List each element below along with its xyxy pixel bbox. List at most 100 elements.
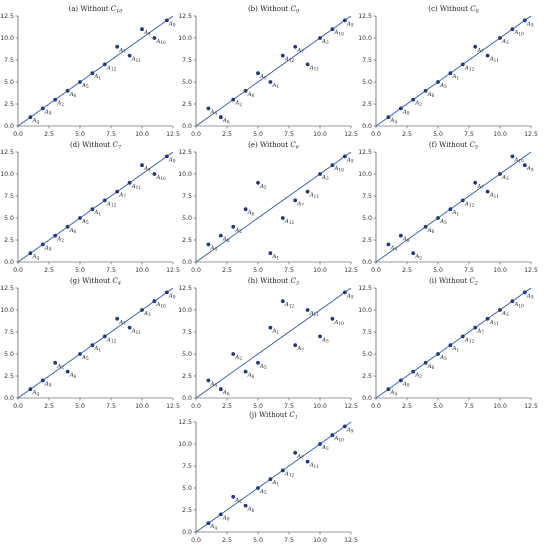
data-point: [40, 106, 45, 111]
point-label: A2: [234, 498, 242, 504]
point-label: A3: [501, 175, 509, 181]
data-point: [218, 387, 223, 392]
point-label-main: A: [118, 320, 123, 326]
point-label-sub: 4: [36, 255, 39, 260]
chart-panel-9: (j) Without C10.00.02.52.55.05.07.57.510…: [178, 411, 358, 544]
data-point: [164, 18, 169, 23]
point-label-sub: 1: [276, 481, 279, 486]
point-label-sub: 7: [481, 330, 484, 335]
x-tick-label: 2.5: [44, 267, 54, 274]
point-label-sub: 9: [173, 295, 176, 300]
point-label: A6: [247, 210, 255, 216]
x-tick-label: 0.0: [13, 403, 23, 410]
point-label-sub: 11: [494, 194, 500, 199]
point-label-sub: 5: [86, 220, 89, 225]
point-label-main: A: [321, 337, 326, 343]
reference-line: [375, 151, 532, 263]
point-label: A12: [284, 471, 295, 477]
point-label: A12: [284, 57, 295, 63]
panel-title-var: C: [289, 411, 295, 419]
point-label: A7: [296, 201, 304, 207]
x-tick-label: 10.0: [313, 537, 327, 544]
panel-title: (j) Without C1: [249, 411, 298, 421]
y-tick-label: 2.5: [182, 237, 192, 244]
data-point: [510, 299, 515, 304]
x-tick-label: 5.0: [253, 131, 263, 138]
point-label-main: A: [489, 193, 494, 199]
point-label-main: A: [513, 157, 518, 163]
y-tick-label: 7.5: [182, 329, 192, 336]
point-label-sub: 5: [444, 220, 447, 225]
y-tick-label: 0.0: [4, 259, 14, 266]
data-point: [473, 44, 478, 49]
y-tick-label: 0.0: [182, 529, 192, 536]
point-label-sub: 10: [338, 167, 344, 172]
point-label-sub: 7: [481, 49, 484, 54]
point-label: A4: [31, 390, 39, 396]
point-label-main: A: [309, 311, 314, 317]
data-point: [460, 198, 465, 203]
panel-title: (i) Without C2: [429, 277, 478, 287]
x-tick-label: 0.0: [13, 267, 23, 274]
point-label: A8: [44, 381, 52, 387]
data-point: [65, 88, 70, 93]
data-point: [218, 233, 223, 238]
point-label: A3: [321, 175, 329, 181]
point-label-sub: 6: [252, 508, 255, 513]
data-point: [330, 433, 335, 438]
point-label-main: A: [402, 237, 407, 243]
point-label-main: A: [93, 210, 98, 216]
x-tick-label: 2.5: [44, 403, 54, 410]
point-label-sub: 2: [61, 238, 64, 243]
data-point: [164, 290, 169, 295]
y-tick-label: 0.0: [362, 123, 372, 130]
point-label-sub: 11: [136, 330, 142, 335]
point-label-sub: 4: [36, 391, 39, 396]
point-label-sub: 6: [432, 229, 435, 234]
x-tick-label: 7.5: [106, 403, 116, 410]
data-point: [436, 352, 440, 356]
y-tick-label: 5.0: [362, 79, 372, 86]
point-label-sub: 10: [160, 176, 166, 181]
point-label-main: A: [143, 311, 148, 317]
panel-title-sub: 10: [116, 9, 123, 15]
point-label-sub: 1: [456, 347, 459, 352]
point-label: A6: [247, 373, 255, 379]
point-label-sub: 2: [239, 102, 242, 107]
data-point: [318, 442, 322, 446]
data-point: [498, 172, 502, 176]
y-tick-label: 7.5: [362, 329, 372, 336]
point-label-sub: 8: [49, 111, 52, 116]
point-label: A9: [346, 157, 354, 163]
x-tick-label: 5.0: [253, 403, 263, 410]
x-tick-label: 12.5: [524, 131, 538, 138]
data-point: [330, 163, 335, 168]
point-label-main: A: [389, 245, 394, 251]
y-tick-label: 12.5: [0, 285, 14, 292]
x-tick-label: 10.0: [493, 131, 507, 138]
data-point: [102, 62, 107, 67]
point-label-main: A: [309, 65, 314, 71]
y-tick-label: 7.5: [4, 57, 14, 64]
point-label-sub: 11: [314, 464, 320, 469]
point-label-main: A: [439, 83, 444, 89]
data-point: [28, 251, 33, 256]
point-label-sub: 11: [314, 194, 320, 199]
y-tick-label: 0.0: [362, 259, 372, 266]
x-tick-label: 10.0: [493, 267, 507, 274]
data-point: [485, 316, 490, 321]
y-tick-label: 5.0: [182, 215, 192, 222]
data-point: [206, 378, 211, 383]
x-tick-label: 10.0: [135, 403, 149, 410]
point-label: A6: [427, 364, 435, 370]
point-label-sub: 12: [469, 339, 475, 344]
data-point: [473, 180, 478, 185]
panel-title-sub: 3: [296, 281, 299, 287]
point-label-main: A: [234, 355, 239, 361]
point-label-main: A: [296, 346, 301, 352]
data-point: [293, 450, 298, 455]
data-point: [127, 53, 132, 58]
point-label: A12: [106, 201, 117, 207]
point-label-main: A: [414, 373, 419, 379]
point-label: A7: [476, 48, 484, 54]
